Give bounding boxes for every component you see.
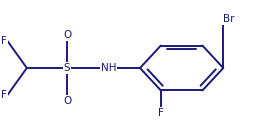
Text: F: F xyxy=(2,90,7,100)
Text: F: F xyxy=(158,108,164,118)
Text: NH: NH xyxy=(101,63,117,73)
Text: F: F xyxy=(2,36,7,46)
Text: S: S xyxy=(64,63,70,73)
Text: Br: Br xyxy=(223,14,235,24)
Text: O: O xyxy=(63,30,71,40)
Text: O: O xyxy=(63,96,71,106)
